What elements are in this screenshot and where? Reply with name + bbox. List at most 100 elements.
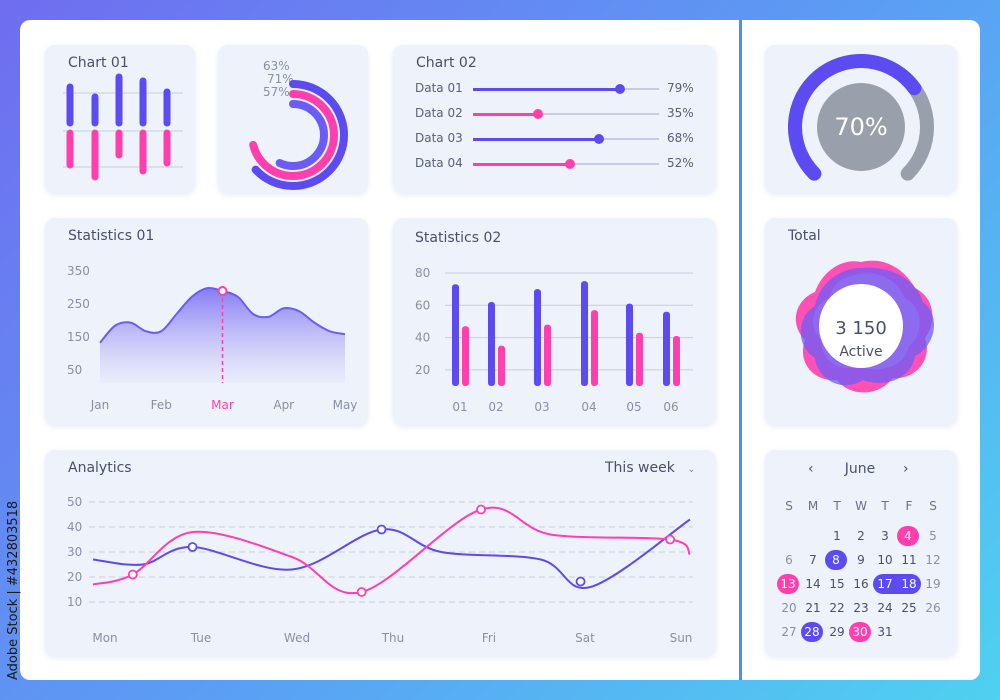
calendar-day[interactable]: 19 <box>925 577 941 591</box>
analytics-xtick: Sun <box>670 631 693 645</box>
stats02-card[interactable]: Statistics 02 80 60 40 20 01 02 03 04 05 06 <box>393 218 716 425</box>
chart02-slider-track[interactable] <box>473 159 659 169</box>
calendar-day[interactable]: 27 <box>781 625 797 639</box>
stats01-ytick: 350 <box>67 264 90 278</box>
analytics-title: Analytics <box>68 460 132 476</box>
calendar-day[interactable]: 20 <box>781 601 797 615</box>
chevron-left-icon[interactable]: ‹ <box>808 461 814 477</box>
calendar-day[interactable]: 24 <box>877 601 893 615</box>
analytics-marker <box>356 587 367 597</box>
chart02-slider-knob[interactable] <box>614 84 625 94</box>
chart02-row[interactable]: Data 03 68% <box>393 131 716 149</box>
calendar-day[interactable]: 28 <box>801 622 823 642</box>
chart02-slider-knob[interactable] <box>564 159 575 169</box>
calendar-weekday: T <box>881 499 889 513</box>
calendar-day[interactable]: 14 <box>805 577 821 591</box>
stats02-bar-a <box>534 289 541 386</box>
chevron-right-icon[interactable]: › <box>903 461 909 477</box>
stats02-xtick: 04 <box>581 400 596 414</box>
total-label: Active <box>839 344 883 360</box>
chart01-card[interactable]: Chart 01 <box>45 45 195 193</box>
analytics-marker <box>376 524 387 535</box>
calendar-weekday: W <box>855 499 867 513</box>
stats01-xtick: Jan <box>90 398 110 412</box>
analytics-series-pink <box>92 506 691 595</box>
calendar-day[interactable]: 12 <box>925 553 941 567</box>
chart02-row[interactable]: Data 02 35% <box>393 106 716 124</box>
stats02-bar-b <box>544 324 551 386</box>
chart02-slider-knob[interactable] <box>594 134 605 144</box>
calendar-day[interactable]: 1 <box>833 529 841 543</box>
calendar-day[interactable]: 26 <box>925 601 941 615</box>
stats02-ytick: 40 <box>415 331 430 345</box>
calendar-day[interactable]: 10 <box>877 553 893 567</box>
range-dropdown-label: This week <box>605 460 675 476</box>
calendar-day[interactable]: 8 <box>825 550 847 570</box>
stats02-bar-a <box>452 284 459 386</box>
stats02-xtick: 03 <box>534 400 549 414</box>
stats01-xtick: Feb <box>151 398 172 412</box>
chart02-slider-track[interactable] <box>473 109 659 119</box>
range-dropdown[interactable]: This week ⌄ <box>605 460 696 476</box>
calendar-day[interactable]: 29 <box>829 625 845 639</box>
chart02-slider-track[interactable] <box>473 134 659 144</box>
calendar-card[interactable]: ‹ June › S M T W T F S 1 2 3 4 5 6 7 8 9 10 11 12 13 14 15 16 1… <box>765 450 957 656</box>
total-blob-graphic <box>795 260 935 393</box>
ring-arc <box>248 90 338 180</box>
ring-arc <box>258 100 328 170</box>
chart02-row[interactable]: Data 01 79% <box>393 81 716 99</box>
stats02-plot: 80 60 40 20 01 02 03 04 05 06 <box>415 266 693 414</box>
stats02-bar-a <box>581 281 588 386</box>
stats01-marker-point <box>217 286 228 296</box>
calendar-day[interactable]: 21 <box>805 601 821 615</box>
analytics-card[interactable]: Analytics This week ⌄ 50 40 30 20 10 Mon Tue We… <box>45 450 716 656</box>
calendar-range-highlight <box>873 574 921 594</box>
stats02-xtick: 02 <box>488 400 503 414</box>
calendar-day[interactable]: 4 <box>897 526 919 546</box>
rings-card[interactable]: 63% 71% 57% <box>218 45 368 193</box>
calendar-day[interactable]: 16 <box>853 577 869 591</box>
gauge-card[interactable]: 70% <box>765 45 957 193</box>
calendar-day[interactable]: 30 <box>849 622 871 642</box>
stats02-bar-b <box>462 326 469 386</box>
stats01-title: Statistics 01 <box>68 228 155 244</box>
ring-label-2: 71% <box>267 72 294 86</box>
analytics-marker <box>665 534 675 545</box>
calendar-day[interactable]: 23 <box>853 601 869 615</box>
stats02-bar-b <box>591 310 598 386</box>
chart02-row-label: Data 04 <box>415 156 463 170</box>
calendar-day[interactable]: 31 <box>877 625 893 639</box>
stats01-xtick: Apr <box>273 398 294 412</box>
stats02-xtick: 06 <box>663 400 678 414</box>
analytics-ytick: 40 <box>67 520 82 534</box>
chart02-card[interactable]: Chart 02 Data 01 79% Data 02 35% Data 03 68% D… <box>393 45 716 193</box>
calendar-day[interactable]: 6 <box>785 553 793 567</box>
chart02-slider-fill <box>473 162 570 166</box>
calendar-day[interactable]: 5 <box>929 529 937 543</box>
chart02-row[interactable]: Data 04 52% <box>393 156 716 174</box>
chart02-slider-fill <box>473 112 539 116</box>
total-card[interactable]: Total 3 150 Active <box>765 218 957 425</box>
ring-label-3: 57% <box>263 85 290 99</box>
calendar-day[interactable]: 17 <box>877 577 893 591</box>
stats01-card[interactable]: Statistics 01 350 250 150 50 Jan Feb Mar Apr May <box>45 218 368 425</box>
calendar-day[interactable]: 2 <box>857 529 865 543</box>
calendar-month: June <box>844 461 876 477</box>
chart02-slider-track[interactable] <box>473 84 659 94</box>
stats02-xtick: 05 <box>626 400 641 414</box>
calendar-day[interactable]: 7 <box>809 553 817 567</box>
calendar-day[interactable]: 13 <box>777 574 799 594</box>
calendar-day[interactable]: 22 <box>829 601 845 615</box>
stats02-ytick: 60 <box>415 298 430 312</box>
chart02-title: Chart 02 <box>416 55 477 71</box>
calendar-day[interactable]: 11 <box>901 553 917 567</box>
analytics-xtick: Mon <box>92 631 117 645</box>
chart02-slider-knob[interactable] <box>533 109 544 119</box>
calendar-day[interactable]: 3 <box>881 529 889 543</box>
calendar-day[interactable]: 9 <box>857 553 865 567</box>
calendar-day[interactable]: 25 <box>901 601 917 615</box>
gauge-center <box>817 83 905 171</box>
calendar-day[interactable]: 18 <box>901 577 917 591</box>
analytics-ytick: 10 <box>67 595 82 609</box>
calendar-day[interactable]: 15 <box>829 577 845 591</box>
